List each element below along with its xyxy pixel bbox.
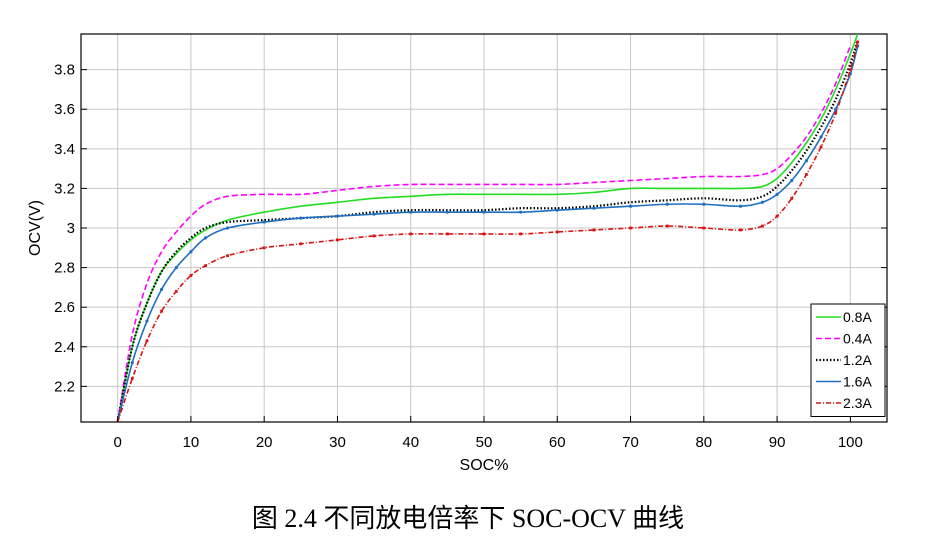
x-axis-title: SOC% — [460, 457, 509, 474]
series-line-0.4A — [116, 45, 852, 422]
legend-label-0.8A: 0.8A — [843, 309, 872, 325]
y-axis-title: OCV(V) — [27, 200, 44, 256]
series-point-1.6A — [174, 265, 178, 270]
series-point-2.3A — [160, 309, 163, 313]
series-point-2.3A — [130, 377, 134, 380]
x-tick-label: 0 — [113, 434, 121, 451]
series-point-1.6A — [628, 204, 633, 208]
series-point-2.3A — [665, 224, 669, 228]
series-line-1.6A — [116, 45, 859, 422]
series-point-1.6A — [189, 250, 193, 254]
y-tick-label: 2.2 — [54, 378, 75, 395]
x-tick-label: 80 — [695, 434, 712, 451]
series-point-2.3A — [372, 234, 376, 238]
y-tick-label: 2.4 — [54, 339, 75, 356]
series-point-1.6A — [555, 208, 559, 212]
series-point-2.3A — [555, 230, 559, 234]
x-tick-label: 20 — [256, 434, 273, 451]
series-point-2.3A — [262, 246, 266, 250]
series-line-1.2A — [116, 39, 859, 422]
series-point-2.3A — [189, 274, 193, 277]
series-point-1.6A — [519, 210, 523, 214]
y-tick-label: 3.4 — [54, 141, 75, 158]
series-line-0.8A — [116, 34, 859, 422]
series-point-1.6A — [592, 206, 596, 210]
series-point-2.3A — [409, 232, 413, 236]
series-point-1.6A — [130, 361, 134, 365]
y-tick-label: 3 — [67, 220, 75, 237]
series-point-1.6A — [702, 202, 706, 206]
series-point-2.3A — [299, 242, 303, 246]
x-tick-label: 60 — [549, 434, 566, 451]
series-point-2.3A — [805, 173, 808, 176]
series-point-1.6A — [834, 107, 838, 111]
series-point-1.6A — [299, 216, 303, 220]
series-point-2.3A — [790, 196, 794, 200]
figure-caption: 图 2.4 不同放电倍率下 SOC-OCV 曲线 — [251, 504, 685, 533]
series-point-2.3A — [761, 224, 764, 228]
legend-label-0.4A: 0.4A — [843, 331, 872, 347]
grid-lines — [81, 34, 887, 422]
series-point-1.6A — [445, 210, 449, 214]
series-point-2.3A — [739, 228, 742, 232]
x-tick-label: 10 — [183, 434, 200, 451]
series-line-2.3A — [116, 41, 859, 422]
series-point-1.6A — [203, 236, 208, 240]
series-point-1.6A — [738, 204, 743, 208]
series-point-2.3A — [702, 226, 706, 230]
series-point-1.6A — [482, 210, 486, 214]
series-point-1.6A — [145, 319, 149, 323]
legend-label-2.3A: 2.3A — [843, 395, 872, 411]
y-tick-label: 2.6 — [54, 299, 75, 316]
series-point-1.6A — [665, 202, 669, 206]
series-point-1.6A — [804, 159, 809, 163]
y-tick-label: 3.8 — [54, 62, 75, 79]
series-point-1.6A — [160, 287, 164, 291]
series-point-1.6A — [335, 214, 340, 218]
series-point-2.3A — [834, 111, 838, 115]
series-point-1.6A — [372, 212, 376, 216]
x-tick-label: 100 — [838, 434, 863, 451]
x-tick-label: 30 — [329, 434, 346, 451]
series-point-1.6A — [819, 135, 823, 139]
legend-label-1.2A: 1.2A — [843, 352, 872, 368]
x-tick-label: 40 — [402, 434, 419, 451]
series-point-1.6A — [409, 210, 413, 214]
series-point-2.3A — [174, 289, 178, 293]
series-point-2.3A — [336, 238, 339, 242]
series-point-2.3A — [629, 226, 632, 230]
series-point-1.6A — [225, 226, 230, 230]
soc-ocv-chart: 0 10 20 30 40 50 60 70 80 90 100 2.2 2.4 2.6 2.8 3 3.2 3.… — [27, 33, 888, 474]
series-point-2.3A — [819, 145, 823, 149]
series-point-2.3A — [775, 214, 779, 218]
series-point-2.3A — [519, 232, 523, 236]
y-tick-label: 3.6 — [54, 101, 75, 118]
series-point-2.3A — [204, 264, 207, 268]
series-point-1.6A — [262, 220, 266, 224]
y-tick-label: 3.2 — [54, 180, 75, 197]
x-tick-label: 50 — [476, 434, 493, 451]
series-point-2.3A — [445, 232, 449, 236]
series-point-1.6A — [760, 200, 765, 204]
series-point-2.3A — [145, 339, 149, 343]
series-point-1.6A — [790, 178, 794, 183]
x-tick-label: 90 — [769, 434, 786, 451]
series-point-2.3A — [592, 228, 596, 232]
x-tick-label: 70 — [622, 434, 639, 451]
series-point-2.3A — [848, 68, 852, 72]
series-layer — [116, 34, 860, 422]
legend-label-1.6A: 1.6A — [843, 374, 872, 390]
y-tick-label: 2.8 — [54, 260, 75, 277]
series-point-1.6A — [775, 192, 779, 196]
axis-ticks: 0 10 20 30 40 50 60 70 80 90 100 2.2 2.4 2.6 2.8 3 3.2 3.… — [54, 62, 887, 451]
legend: 0.8A 0.4A 1.2A 1.6A 2.3A — [810, 303, 886, 417]
series-point-2.3A — [856, 40, 860, 44]
series-point-2.3A — [226, 254, 229, 258]
series-point-2.3A — [482, 232, 486, 236]
